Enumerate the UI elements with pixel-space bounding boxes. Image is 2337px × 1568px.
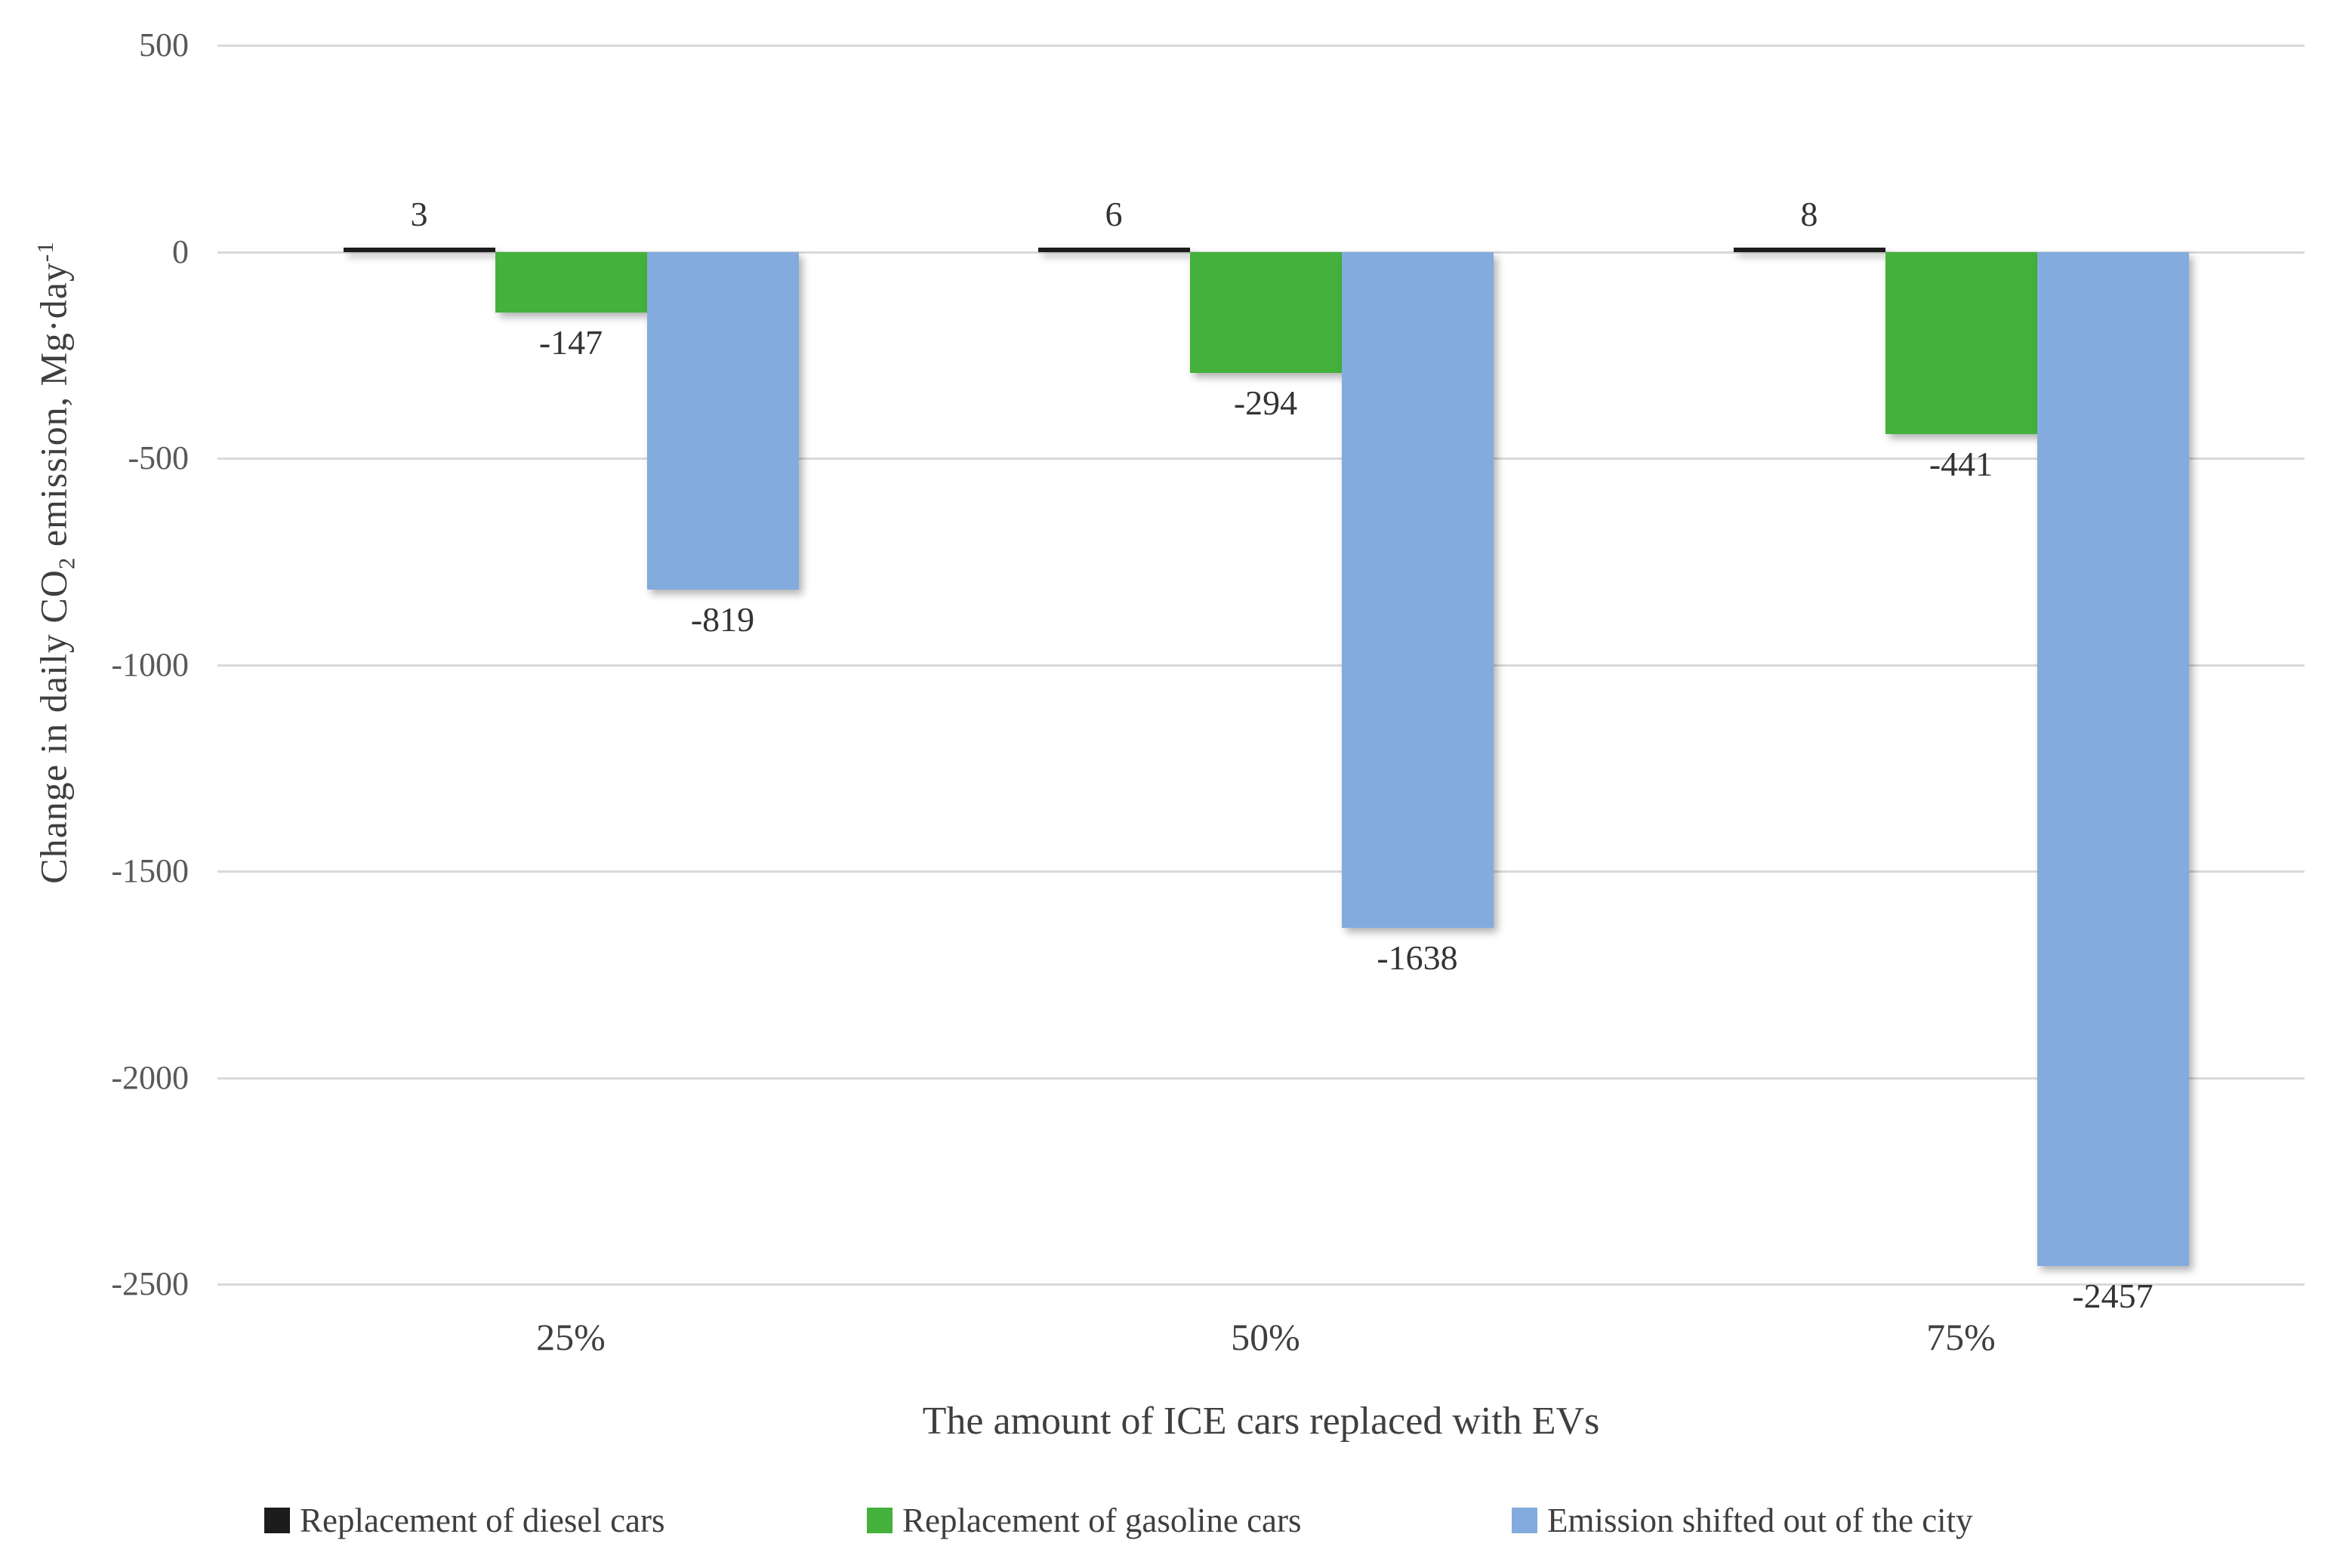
gridline-y--500 [217,457,2305,460]
gridline-y--2500 [217,1283,2305,1286]
data-label: -1638 [1377,938,1458,978]
bar-replacement-of-gasoline-cars-25%[interactable] [495,251,647,313]
y-tick-label: 500 [139,26,189,63]
bar-replacement-of-diesel-cars-75%[interactable] [1733,247,1885,252]
y-axis-title-text: Change in daily CO [32,569,75,884]
x-category-label-50%: 50% [1231,1316,1300,1358]
y-axis-title-subscript: 2 [53,556,80,570]
legend-label-gasoline: Replacement of gasoline cars [902,1502,1302,1539]
x-category-label-25%: 25% [536,1316,606,1358]
legend-label-diesel: Replacement of diesel cars [300,1502,665,1539]
legend-marker-diesel-icon [264,1508,290,1533]
gridline-y--2000 [217,1077,2305,1080]
y-tick-label: -1000 [111,645,189,683]
x-category-label-75%: 75% [1926,1316,1996,1358]
bar-replacement-of-diesel-cars-50%[interactable] [1037,247,1190,252]
legend-label-shifted: Emission shifted out of the city [1547,1502,1973,1539]
data-label: -294 [1233,384,1298,423]
bar-emission-shifted-out-of-the-city-75%[interactable] [2036,251,2189,1267]
legend-marker-gasoline-icon [867,1508,893,1533]
y-tick-label: 0 [172,233,189,270]
bar-emission-shifted-out-of-the-city-25%[interactable] [646,251,799,590]
bar-replacement-of-diesel-cars-25%[interactable] [343,247,495,252]
y-axis-title: Change in daily CO2 emission, Mg·day-1 [32,241,81,883]
y-tick-label: -2000 [111,1058,189,1096]
bar-replacement-of-gasoline-cars-75%[interactable] [1885,251,2037,434]
data-label: -819 [690,600,755,639]
data-label: -2457 [2072,1277,2154,1316]
legend-item-gasoline[interactable]: Replacement of gasoline cars [867,1501,1302,1540]
legend-marker-shifted-icon [1512,1508,1537,1533]
data-label: -147 [538,322,603,362]
x-axis-title: The amount of ICE cars replaced with EVs [922,1400,1600,1443]
y-tick-label: -500 [128,439,189,476]
bar-replacement-of-gasoline-cars-50%[interactable] [1189,251,1342,374]
y-axis-title-mid: emission, Mg·day [32,262,75,557]
legend: Replacement of diesel cars Replacement o… [0,1501,2337,1546]
y-tick-label: -2500 [111,1265,189,1302]
data-label: 8 [1800,194,1818,233]
legend-item-diesel[interactable]: Replacement of diesel cars [264,1501,665,1540]
data-label: 6 [1105,194,1123,233]
gridline-y-500 [217,45,2305,47]
y-tick-label: -1500 [111,852,189,889]
legend-item-shifted[interactable]: Emission shifted out of the city [1512,1501,1973,1540]
bar-emission-shifted-out-of-the-city-50%[interactable] [1341,251,1494,929]
gridline-y--1500 [217,870,2305,873]
data-label: -441 [1928,444,1993,483]
data-label: 3 [410,194,428,233]
gridline-y--1000 [217,664,2305,667]
